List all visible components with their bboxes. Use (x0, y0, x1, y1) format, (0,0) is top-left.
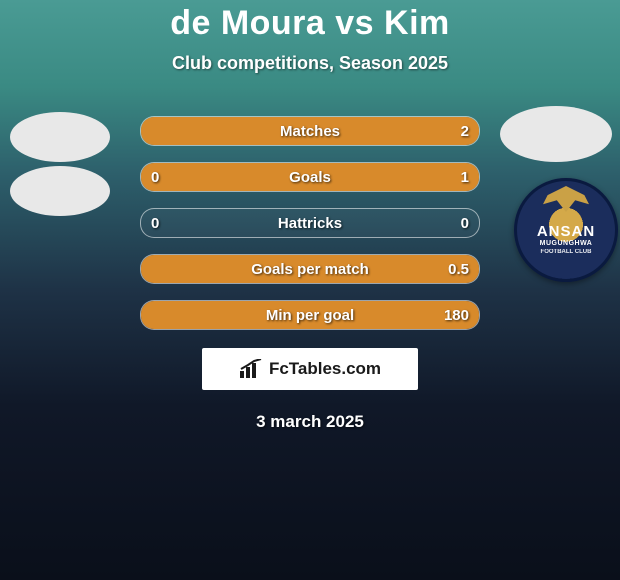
source-logo: FcTables.com (202, 348, 418, 390)
stats-rows: Matches20Goals10Hattricks0Goals per matc… (140, 116, 480, 330)
club-badge-line2: MUGUNGHWA (540, 240, 593, 247)
stat-row: Matches2 (140, 116, 480, 146)
player-left-avatar-1 (10, 112, 110, 162)
stat-label: Hattricks (141, 209, 479, 237)
date-text: 3 march 2025 (0, 412, 620, 432)
subtitle: Club competitions, Season 2025 (0, 53, 620, 74)
player-left-avatar-2 (10, 166, 110, 216)
stat-right-value: 0 (461, 209, 469, 237)
stat-row: Goals per match0.5 (140, 254, 480, 284)
club-badge-line1: ANSAN (537, 223, 595, 240)
player-right-avatar (500, 106, 612, 162)
source-logo-text: FcTables.com (269, 359, 381, 379)
stat-row: 0Goals1 (140, 162, 480, 192)
stat-label: Min per goal (141, 301, 479, 329)
stat-right-value: 2 (461, 117, 469, 145)
club-badge-line3: FOOTBALL CLUB (541, 249, 592, 255)
club-badge-emblem (543, 186, 589, 212)
stat-right-value: 1 (461, 163, 469, 191)
chart-icon (239, 359, 263, 379)
stat-label: Goals per match (141, 255, 479, 283)
stat-row: Min per goal180 (140, 300, 480, 330)
stat-label: Matches (141, 117, 479, 145)
stat-right-value: 0.5 (448, 255, 469, 283)
stat-right-value: 180 (444, 301, 469, 329)
page-title: de Moura vs Kim (0, 4, 620, 43)
club-badge: ANSAN MUGUNGHWA FOOTBALL CLUB (514, 178, 618, 282)
stat-row: 0Hattricks0 (140, 208, 480, 238)
stat-label: Goals (141, 163, 479, 191)
